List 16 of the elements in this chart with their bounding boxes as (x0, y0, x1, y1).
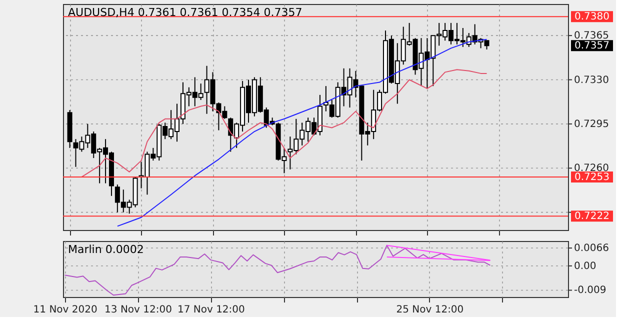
x-tick-label: 17 Nov 12:00 (177, 304, 245, 316)
y-tick-label: -0.009 (574, 285, 606, 296)
x-tick-label: 11 Nov 2020 (33, 304, 98, 316)
ref-line-label: 0.7253 (574, 172, 610, 183)
x-tick-label: 25 Nov 12:00 (396, 304, 464, 316)
chart-title: AUDUSD,H4 0.7361 0.7361 0.7354 0.7357 (68, 6, 302, 19)
ref-line-label: 0.7380 (574, 12, 610, 23)
y-tick-label: 0.7330 (574, 74, 609, 86)
chart-title: Marlin 0.0002 (68, 243, 144, 256)
y-tick-label: 0.00 (574, 260, 596, 272)
x-tick-label: 13 Nov 12:00 (104, 304, 172, 316)
y-tick-label: 0.7295 (574, 118, 609, 130)
ref-line-label: 0.7222 (574, 211, 610, 222)
text: 0.7357 (574, 40, 610, 52)
y-tick-label: 0.7365 (574, 30, 609, 42)
y-tick-label: 0.0066 (574, 243, 609, 254)
